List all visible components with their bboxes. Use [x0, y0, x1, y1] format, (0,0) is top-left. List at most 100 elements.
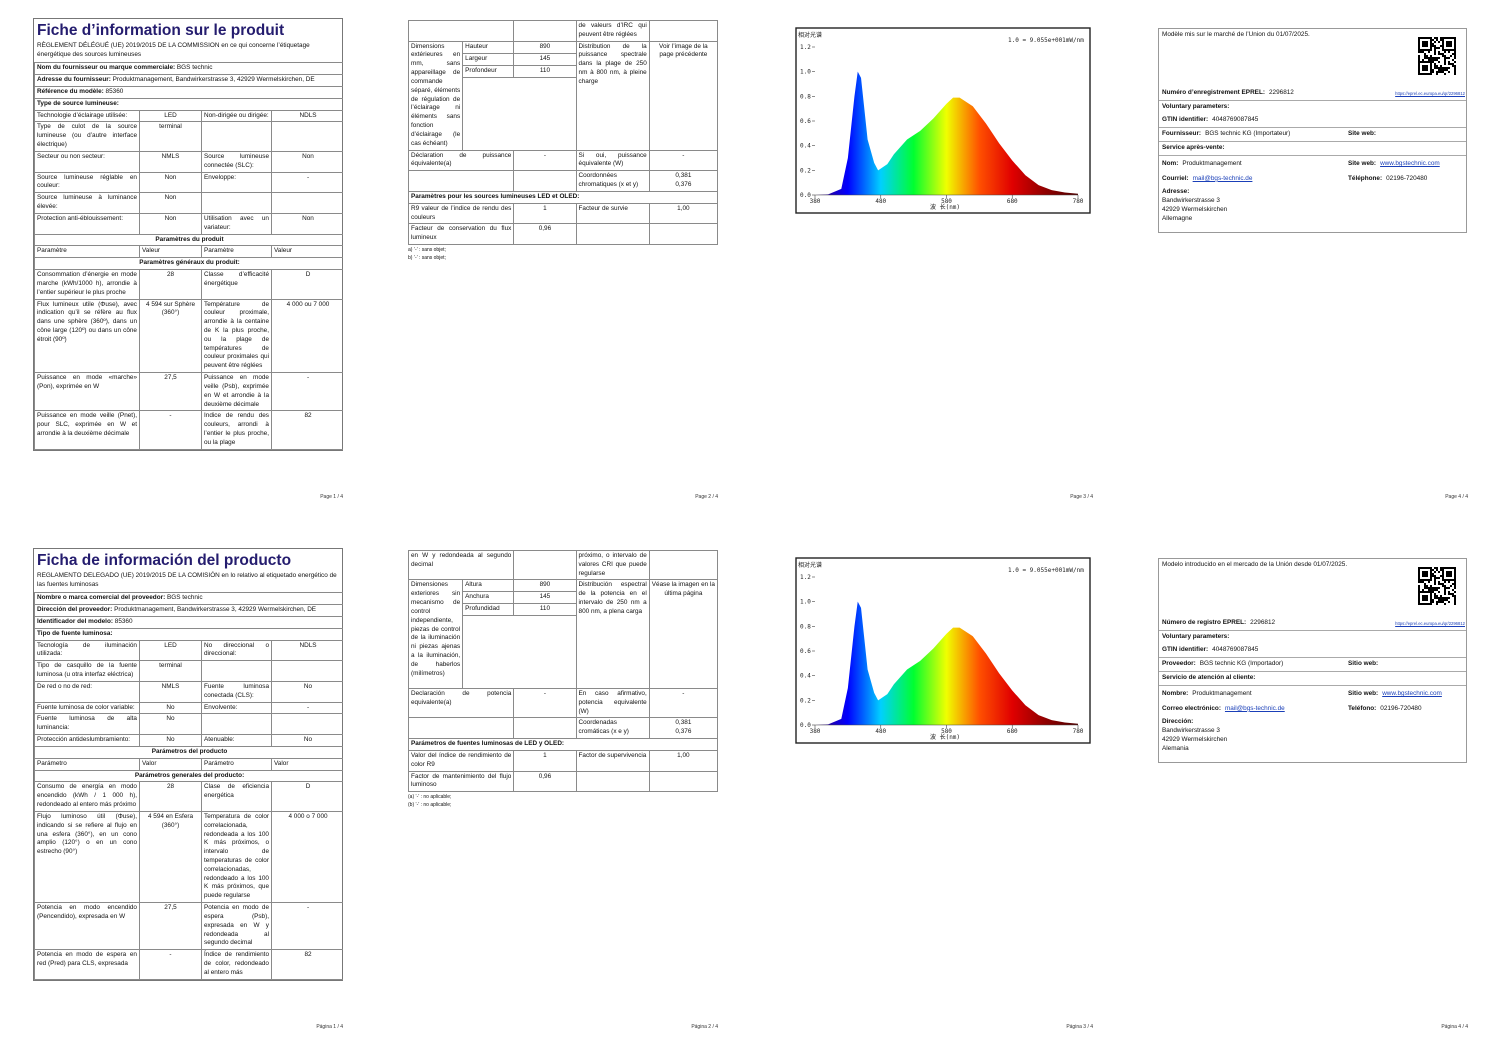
field-value[interactable]: mail@bgs-technic.de: [1224, 704, 1285, 712]
field-label: Référence du modèle:: [37, 87, 104, 95]
intro-text: Modèle mis sur le marché de l’Union du 0…: [1162, 31, 1310, 38]
field-label: Site web:: [1348, 159, 1377, 167]
table-row: Puissance en mode «marche» (Pon), exprim…: [34, 372, 343, 412]
page-footer: Page 1 / 4: [320, 494, 343, 500]
field-value[interactable]: mail@bgs-technic.de: [1192, 174, 1253, 182]
field-label: Nombre:: [1162, 689, 1189, 697]
table-row: Fuente luminosa de alta luminancia: No: [34, 713, 343, 736]
table-cell: Flux lumineux utile (Φuse), avec indicat…: [34, 298, 140, 374]
table-cell: Flujo luminoso útil (Φuse), indicando si…: [34, 810, 140, 904]
table-cell: [201, 192, 272, 214]
table-row: Consumo de energía en modo encendido (kW…: [34, 781, 343, 812]
table-cell: Coordenadas cromáticas (x e y): [575, 717, 650, 740]
table-cell: Factor de supervivencia: [575, 749, 650, 772]
table-cell: Si oui, puissance équivalente (W): [575, 149, 650, 172]
field-label: GTIN identifier:: [1162, 645, 1209, 653]
table-cell: Consumo de energía en modo encendido (kW…: [34, 781, 140, 812]
y-tick-label: 0.8: [800, 93, 811, 100]
x-tick-label: 580: [941, 198, 952, 205]
empty-cell: [462, 614, 577, 689]
table-row: Anchura 145: [409, 591, 718, 605]
table-cell: Identificador del modelo: 85360: [33, 615, 343, 629]
page-footer: Page 2 / 4: [695, 494, 718, 500]
field: Courriel: mail@bgs-technic.de: [1162, 175, 1348, 184]
table-cell: 28: [139, 269, 202, 300]
table-cell: 4 594 en Esfera (360°): [139, 810, 202, 904]
page-sheet: 相对光谱 1.0 = 9.055e+001mW/nm 0.0 0.2 0.4 0.6 0.8…: [783, 18, 1093, 500]
section-heading: Voluntary parameters:: [1162, 102, 1230, 110]
x-tick-label: 480: [875, 198, 886, 205]
table-row: Identificador del modelo: 85360: [33, 615, 343, 629]
table-cell: [648, 770, 718, 793]
info-row: Modelo introducido en el mercado de la U…: [1159, 559, 1466, 617]
field-value: Produktmanagement, Bandwirkerstrasse 3, …: [112, 76, 315, 84]
eprel-link[interactable]: https://eprel.ec.europa.eu/qr/2296812: [1395, 621, 1465, 626]
field-value: BGS technic KG (Importador): [1199, 659, 1284, 667]
field-value[interactable]: www.bgstechnic.com: [1380, 159, 1440, 167]
table-cell: 890: [513, 40, 577, 54]
table-cell: [513, 20, 577, 42]
table-cell: Facteur de conservation du flux lumineux: [408, 223, 515, 246]
qr-code: [1418, 37, 1456, 75]
cell-line: 0,381: [675, 719, 692, 727]
field-label: Courriel:: [1162, 174, 1189, 182]
field-label: Sitio web:: [1348, 659, 1379, 667]
table-cell: No: [139, 713, 202, 736]
field-value[interactable]: www.bgstechnic.com: [1382, 689, 1442, 697]
table-cell: -: [270, 902, 343, 951]
info-row: Fournisseur: BGS technic KG (Importateur)…: [1159, 128, 1466, 142]
table-cell: En caso afirmativo, potencia equivalente…: [575, 687, 650, 719]
table-cell: Parámetros generales del producto:: [33, 769, 343, 783]
table-cell: Distribution de la puissance spectrale d…: [575, 40, 650, 151]
eprel-link[interactable]: https://eprel.ec.europa.eu/qr/2296812: [1395, 91, 1465, 96]
table-row: R9 valeur de l’indice de rendu des coule…: [408, 202, 718, 225]
table-cell: de valeurs d’IRC qui peuvent être réglée…: [575, 20, 650, 42]
subtitle: RÈGLEMENT DÉLÉGUÉ (UE) 2019/2015 DE LA C…: [37, 42, 310, 58]
info-box: Modèle mis sur le marché de l’Union du 0…: [1158, 28, 1467, 233]
table-cell: 4 000 ou 7 000: [270, 298, 343, 374]
field-value: 2296812: [1250, 619, 1276, 626]
x-axis-label: 波 长(nm): [930, 203, 960, 211]
table-row: Valor del índice de rendimiento de color…: [408, 749, 718, 772]
table-cell: [513, 170, 577, 192]
table-row: en W y redondeada al segundo decimal próx…: [408, 549, 718, 581]
table-cell: Facteur de survie: [575, 202, 650, 225]
field-value: Produktmanagement, Bandwirkerstrasse 3, …: [114, 606, 317, 614]
y-tick-label: 0.4: [800, 673, 811, 680]
table-cell: Protección antideslumbramiento:: [34, 734, 140, 747]
field-label: Site web:: [1348, 129, 1377, 137]
y-tick-label: 0.2: [800, 697, 811, 704]
table-cell: Source lumineuse réglable en couleur:: [34, 171, 140, 194]
table-cell: 82: [270, 949, 343, 980]
table-cell: Non: [270, 150, 343, 173]
info-row: Numéro d’enregistrement EPREL: 2296812 htt…: [1159, 87, 1466, 101]
table-cell: Enveloppe:: [201, 171, 272, 194]
table-cell: Distribución espectral de la potencia en…: [575, 579, 650, 689]
field-value: 4048769087845: [1212, 115, 1259, 123]
y-tick-label: 1.0: [800, 599, 811, 606]
info-row: Voluntary parameters:: [1159, 631, 1466, 644]
field-label: Nom:: [1162, 159, 1179, 167]
x-tick-label: 480: [875, 728, 886, 735]
field-label: Proveedor:: [1162, 659, 1196, 667]
table-cell: Nom du fournisseur ou marque commerciale…: [33, 62, 343, 76]
table-cell: 1: [513, 749, 577, 772]
footnote: (a) ‘-’ : no aplicable;: [408, 794, 452, 801]
page-sheet: Modèle mis sur le marché de l’Union du 0…: [1158, 18, 1468, 500]
table-cell: Non: [139, 171, 202, 194]
table-cell: Voir l’image de la page précédente: [648, 40, 718, 151]
chart-annotation: 1.0 = 9.055e+001mW/nm: [1008, 37, 1084, 44]
table-cell: NDLS: [270, 109, 343, 123]
field: Site web: www.bgstechnic.com: [1348, 160, 1440, 169]
table-cell: Source lumineuse connectée (SLC):: [201, 150, 272, 173]
table-row: Tipo de casquillo de la fuente luminosa …: [34, 660, 343, 682]
info-row: Nombre: Produktmanagement Sitio web: www.bg…: [1159, 688, 1466, 701]
table-cell: Tipo de casquillo de la fuente luminosa …: [34, 660, 140, 682]
x-tick-label: 780: [1073, 198, 1084, 205]
info-row: Service après-vente:: [1159, 142, 1466, 156]
table-row: Parámetros de fuentes luminosas de LED y…: [408, 738, 718, 751]
x-tick-label: 380: [810, 198, 821, 205]
table-cell: Fuente luminosa conectada (CLS):: [201, 680, 272, 703]
page-content: Modèle mis sur le marché de l’Union du 0…: [1158, 18, 1468, 482]
